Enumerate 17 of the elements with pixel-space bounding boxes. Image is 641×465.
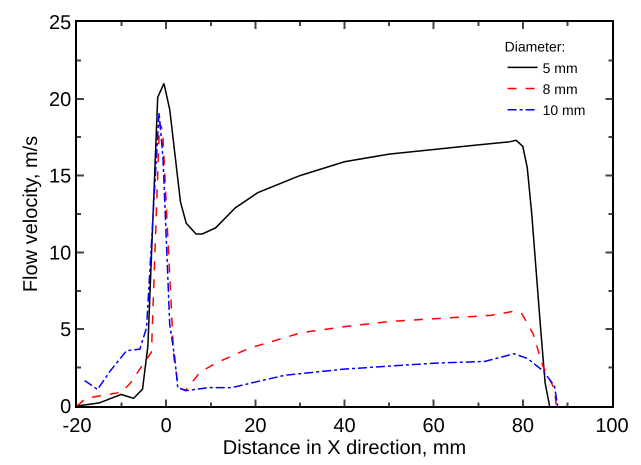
x-tick-label: 0	[160, 414, 172, 437]
y-tick-label: 20	[49, 88, 72, 111]
x-tick-label: 20	[244, 414, 266, 437]
x-tick-label: 40	[333, 414, 356, 437]
legend-label: 5 mm	[542, 60, 578, 76]
x-tick-label: 100	[595, 414, 629, 437]
y-axis-title: Flow velocity, m/s	[20, 136, 42, 292]
legend-label: 10 mm	[542, 102, 586, 118]
x-axis-title: Distance in X direction, mm	[222, 436, 466, 459]
y-tick-label: 15	[49, 166, 72, 188]
x-tick-label: 80	[512, 414, 534, 437]
x-tick-label: 60	[422, 414, 445, 437]
y-tick-label: 25	[49, 12, 72, 34]
legend-title: Diameter:	[504, 38, 566, 55]
legend-label: 8 mm	[542, 80, 578, 97]
y-tick-label: 10	[49, 242, 72, 264]
y-tick-label: 5	[60, 319, 72, 342]
